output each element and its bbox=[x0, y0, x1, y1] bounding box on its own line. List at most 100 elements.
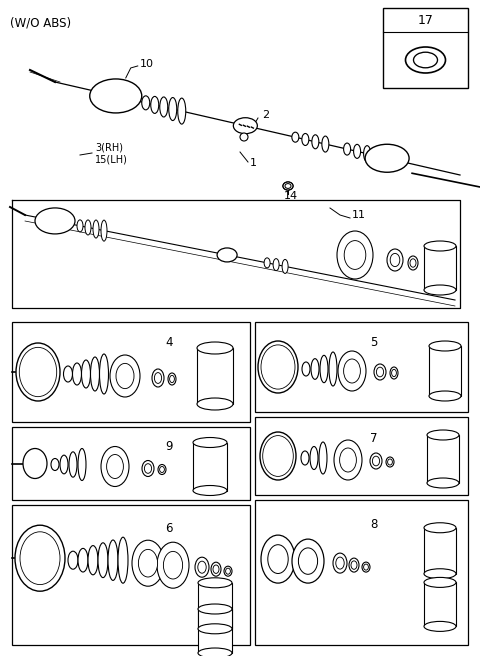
Bar bbox=[198, 609, 232, 653]
Ellipse shape bbox=[24, 353, 52, 391]
Ellipse shape bbox=[424, 285, 456, 295]
Ellipse shape bbox=[374, 364, 386, 380]
Ellipse shape bbox=[424, 577, 456, 587]
Bar bbox=[255, 322, 468, 412]
Bar bbox=[193, 443, 227, 491]
Text: 6: 6 bbox=[165, 522, 172, 535]
Text: 15(LH): 15(LH) bbox=[95, 155, 128, 165]
Ellipse shape bbox=[429, 341, 461, 351]
Ellipse shape bbox=[138, 550, 157, 577]
Text: 8: 8 bbox=[370, 518, 377, 531]
Bar bbox=[383, 8, 468, 88]
Ellipse shape bbox=[427, 478, 459, 488]
Ellipse shape bbox=[283, 182, 293, 190]
Ellipse shape bbox=[195, 557, 209, 577]
Text: 1: 1 bbox=[250, 158, 257, 168]
Ellipse shape bbox=[93, 220, 99, 238]
Ellipse shape bbox=[144, 464, 152, 473]
Ellipse shape bbox=[424, 621, 456, 631]
Ellipse shape bbox=[142, 96, 150, 110]
Ellipse shape bbox=[427, 430, 459, 440]
Ellipse shape bbox=[233, 117, 257, 134]
Ellipse shape bbox=[299, 548, 318, 574]
Ellipse shape bbox=[85, 220, 91, 235]
Text: 5: 5 bbox=[370, 335, 377, 348]
Ellipse shape bbox=[107, 455, 123, 478]
Ellipse shape bbox=[312, 134, 319, 149]
Ellipse shape bbox=[424, 523, 456, 533]
Ellipse shape bbox=[198, 648, 232, 656]
Ellipse shape bbox=[91, 357, 99, 391]
Ellipse shape bbox=[155, 373, 162, 383]
Ellipse shape bbox=[266, 440, 290, 472]
Ellipse shape bbox=[334, 440, 362, 480]
Text: 7: 7 bbox=[370, 432, 377, 445]
Ellipse shape bbox=[408, 256, 418, 270]
Ellipse shape bbox=[336, 557, 344, 569]
Text: (W/O ABS): (W/O ABS) bbox=[10, 16, 71, 29]
Ellipse shape bbox=[169, 98, 177, 121]
Ellipse shape bbox=[198, 561, 206, 573]
Ellipse shape bbox=[16, 343, 60, 401]
Ellipse shape bbox=[264, 258, 270, 268]
Ellipse shape bbox=[77, 220, 83, 232]
Ellipse shape bbox=[282, 259, 288, 274]
Ellipse shape bbox=[261, 535, 295, 583]
Ellipse shape bbox=[63, 366, 72, 382]
Ellipse shape bbox=[390, 367, 398, 379]
Ellipse shape bbox=[217, 248, 237, 262]
Ellipse shape bbox=[386, 457, 394, 467]
Ellipse shape bbox=[301, 451, 309, 465]
Ellipse shape bbox=[302, 362, 310, 376]
Ellipse shape bbox=[158, 464, 166, 474]
Ellipse shape bbox=[388, 459, 392, 465]
Ellipse shape bbox=[364, 146, 371, 161]
Ellipse shape bbox=[424, 569, 456, 579]
Bar bbox=[198, 583, 232, 629]
Ellipse shape bbox=[168, 373, 176, 385]
Ellipse shape bbox=[23, 449, 47, 478]
Ellipse shape bbox=[292, 133, 299, 142]
Text: 10: 10 bbox=[140, 59, 154, 69]
Ellipse shape bbox=[376, 367, 384, 377]
Ellipse shape bbox=[142, 461, 154, 476]
Ellipse shape bbox=[198, 624, 232, 634]
Bar bbox=[424, 583, 456, 626]
Ellipse shape bbox=[211, 562, 221, 576]
Ellipse shape bbox=[310, 447, 318, 470]
Ellipse shape bbox=[82, 360, 91, 388]
Text: 4: 4 bbox=[165, 335, 172, 348]
Ellipse shape bbox=[351, 561, 357, 569]
Bar bbox=[255, 417, 468, 495]
Ellipse shape bbox=[322, 136, 329, 152]
Ellipse shape bbox=[101, 447, 129, 487]
Ellipse shape bbox=[261, 345, 295, 389]
Bar bbox=[424, 246, 456, 290]
Ellipse shape bbox=[320, 356, 328, 382]
Ellipse shape bbox=[344, 143, 350, 155]
Ellipse shape bbox=[88, 546, 98, 575]
Ellipse shape bbox=[198, 604, 232, 614]
Ellipse shape bbox=[387, 249, 403, 271]
Ellipse shape bbox=[116, 363, 134, 388]
Ellipse shape bbox=[157, 543, 189, 588]
Ellipse shape bbox=[213, 565, 219, 573]
Ellipse shape bbox=[226, 568, 230, 574]
Ellipse shape bbox=[101, 220, 107, 241]
Ellipse shape bbox=[365, 144, 409, 173]
Ellipse shape bbox=[410, 259, 416, 267]
Ellipse shape bbox=[349, 558, 359, 572]
Ellipse shape bbox=[240, 133, 248, 141]
Ellipse shape bbox=[285, 184, 291, 188]
Ellipse shape bbox=[90, 79, 142, 113]
Ellipse shape bbox=[25, 539, 55, 578]
Ellipse shape bbox=[19, 347, 57, 397]
Ellipse shape bbox=[268, 544, 288, 573]
Ellipse shape bbox=[198, 578, 232, 588]
Ellipse shape bbox=[72, 363, 82, 385]
Ellipse shape bbox=[98, 543, 108, 577]
Text: 14: 14 bbox=[284, 191, 298, 201]
Ellipse shape bbox=[193, 438, 227, 447]
Ellipse shape bbox=[372, 456, 380, 466]
Ellipse shape bbox=[362, 562, 370, 572]
